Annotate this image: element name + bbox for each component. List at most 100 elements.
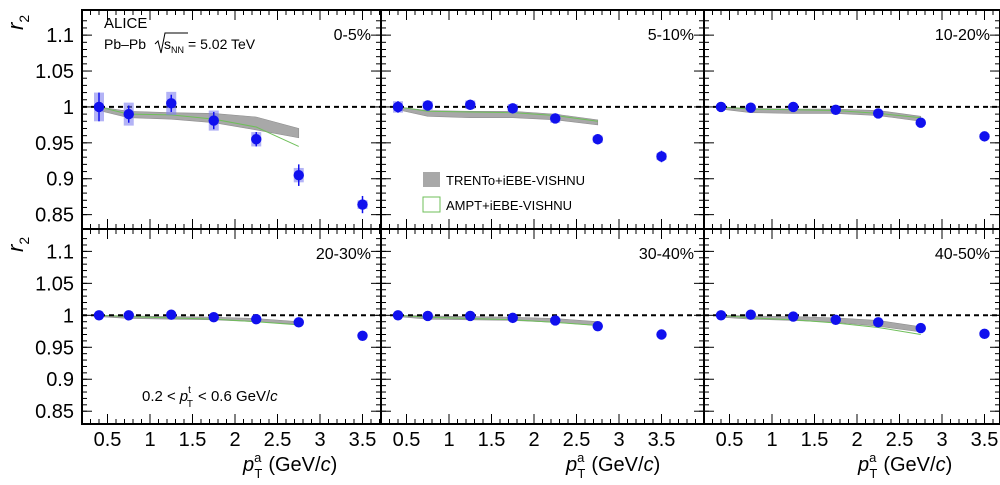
x-axis-c: c <box>936 454 946 476</box>
y-tick-label: 1.1 <box>46 25 74 47</box>
data-point <box>392 101 404 113</box>
legend-trento-swatch <box>423 172 440 187</box>
y-tick-label: 1 <box>63 305 74 327</box>
panel-plot-area <box>82 91 381 214</box>
panel-frame <box>703 228 1000 425</box>
x-axis-title: pa T (GeV/c) <box>565 450 660 481</box>
data-point <box>507 312 518 324</box>
energy-subscript: NN <box>171 45 184 55</box>
x-tick-label: 2.5 <box>264 429 292 451</box>
x-axis-subscript: T <box>869 466 877 481</box>
centrality-label: 20-30% <box>316 246 371 263</box>
x-tick-label: 3 <box>314 429 325 451</box>
sqrt-symbol <box>154 32 188 54</box>
x-axis-superscript: a <box>577 450 585 465</box>
centrality-label: 40-50% <box>935 246 990 263</box>
data-point <box>392 310 404 321</box>
trigger-superscript: t <box>188 385 191 396</box>
x-tick-label: 1.5 <box>801 429 829 451</box>
x-axis-subscript: T <box>577 466 585 481</box>
x-axis-title: pa T (GeV/c) <box>857 450 952 481</box>
x-axis-close: ) <box>654 454 661 476</box>
data-point <box>251 134 262 145</box>
data-point <box>656 329 667 340</box>
x-tick-label: 1 <box>144 429 155 451</box>
y-tick-label: 0.85 <box>35 401 74 423</box>
panel-20-30%: 20-30% <box>81 228 382 425</box>
y-tick-label: 1.05 <box>35 61 74 83</box>
data-point <box>745 102 756 113</box>
x-axis-symbol: p <box>242 454 254 476</box>
data-point <box>915 322 926 334</box>
data-point <box>422 310 433 322</box>
trigger-symbol: p <box>179 388 188 405</box>
x-axis-close: ) <box>946 454 953 476</box>
data-point <box>715 310 727 321</box>
y-tick-label: 0.95 <box>35 133 74 155</box>
data-point <box>873 317 884 328</box>
data-point <box>357 199 368 210</box>
data-point <box>123 108 134 120</box>
y-axis-symbol: r <box>3 21 28 30</box>
data-point <box>715 101 727 113</box>
data-point <box>656 151 667 162</box>
legend: TRENTo+iEBE-VISHNU AMPT+iEBE-VISHNU <box>422 172 585 213</box>
centrality-label: 30-40% <box>639 246 694 263</box>
panel-plot-area <box>704 309 1000 340</box>
data-point <box>745 309 756 320</box>
centrality-label: 10-20% <box>935 27 990 44</box>
data-point <box>830 104 841 116</box>
x-tick-label: 1 <box>443 429 454 451</box>
system-energy-label: Pb–Pb sNN = 5.02 TeV <box>104 36 256 55</box>
x-axis-c: c <box>644 454 654 476</box>
x-tick-label: 2 <box>528 429 539 451</box>
data-point <box>93 101 105 113</box>
x-axis-symbol: p <box>857 454 869 476</box>
y-tick-label: 1.05 <box>35 273 74 295</box>
data-point <box>251 313 262 325</box>
data-point <box>592 320 603 332</box>
experiment-label: ALICE <box>104 15 147 32</box>
panel-plot-area <box>82 309 381 341</box>
annotations: ALICE Pb–Pb sNN = 5.02 TeV 0.2 < pt T < 0.6 G… <box>104 15 278 410</box>
data-point <box>465 310 476 322</box>
data-point <box>550 113 561 124</box>
x-tick-label: 3.5 <box>648 429 676 451</box>
y-axis-symbol: r <box>3 243 28 252</box>
centrality-label: 0-5% <box>334 27 371 44</box>
x-tick-label: 3.5 <box>349 429 377 451</box>
y-axis-title: r2 <box>3 237 32 252</box>
x-tick-label: 3 <box>936 429 947 451</box>
data-point <box>208 312 219 323</box>
axis-labels: 0.85 0.9 0.95 1 1.05 1.1 0.85 0.9 0.95 1 1.05 1.1 0.… <box>3 15 998 481</box>
trigger-subscript: T <box>187 399 193 410</box>
y-axis-title: r2 <box>3 15 32 30</box>
data-point <box>93 310 105 321</box>
panel-plot-area <box>381 99 704 163</box>
x-tick-label: 3.5 <box>971 429 999 451</box>
trigger-text-right: < 0.6 GeV/ <box>198 388 271 405</box>
centrality-label: 5-10% <box>648 27 694 44</box>
y-tick-label: 1 <box>63 97 74 119</box>
x-axis-superscript: a <box>869 450 877 465</box>
x-tick-label: 3 <box>613 429 624 451</box>
y-axis-subscript: 2 <box>16 15 32 23</box>
x-axis-unit: (GeV/ <box>591 454 644 476</box>
data-point <box>915 117 926 128</box>
legend-ampt-label: AMPT+iEBE-VISHNU <box>446 198 572 213</box>
y-tick-label: 0.95 <box>35 337 74 359</box>
x-axis-symbol: p <box>565 454 577 476</box>
data-point <box>550 315 561 326</box>
x-tick-label: 2.5 <box>886 429 914 451</box>
data-point <box>979 131 990 142</box>
x-axis-subscript: T <box>254 466 262 481</box>
data-point <box>166 309 177 320</box>
data-point <box>465 99 476 110</box>
panel-0-5%: 0-5% <box>81 9 382 230</box>
x-tick-label: 1 <box>766 429 777 451</box>
x-tick-label: 1.5 <box>478 429 506 451</box>
energy-value: = 5.02 TeV <box>188 36 256 52</box>
data-point <box>166 98 177 109</box>
data-point <box>830 314 841 325</box>
data-point <box>293 169 304 181</box>
